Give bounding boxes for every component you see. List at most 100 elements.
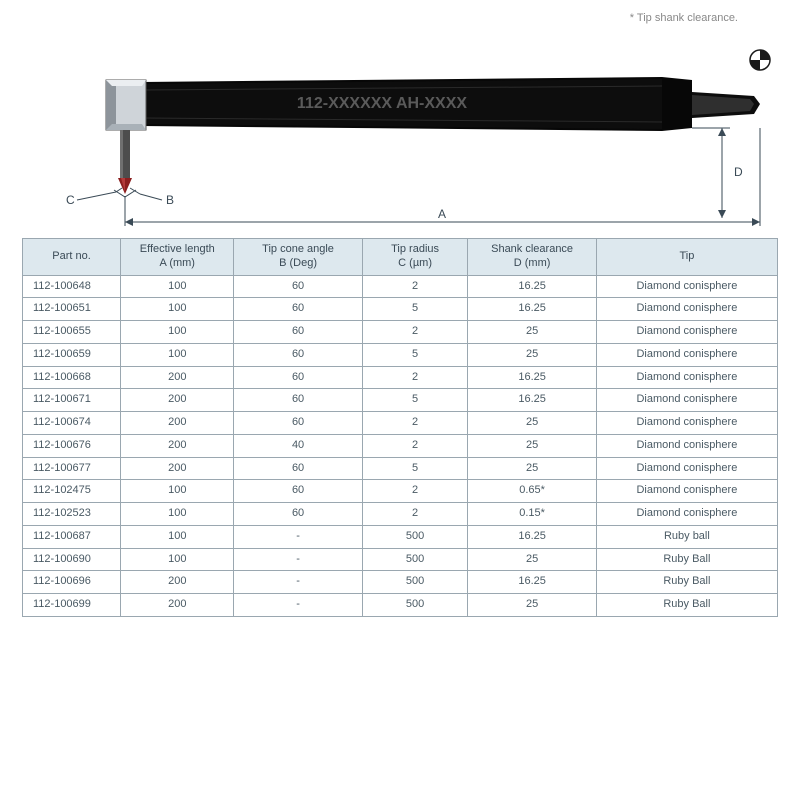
table-cell: 112-100659 xyxy=(23,343,121,366)
part-label-text: 112-XXXXXX AH-XXXX xyxy=(297,95,467,112)
table-cell: Diamond conisphere xyxy=(596,321,777,344)
table-cell: 5 xyxy=(362,343,468,366)
table-cell: 112-102475 xyxy=(23,480,121,503)
table-cell: 16.25 xyxy=(468,275,596,298)
datum-symbol xyxy=(750,50,770,70)
col-header: Effective lengthA (mm) xyxy=(121,239,234,276)
table-cell: 500 xyxy=(362,571,468,594)
tip-shaft xyxy=(118,130,132,194)
table-header-row: Part no.Effective lengthA (mm)Tip cone a… xyxy=(23,239,778,276)
table-cell: 40 xyxy=(234,434,362,457)
table-cell: 2 xyxy=(362,434,468,457)
table-cell: 60 xyxy=(234,480,362,503)
table-row: 112-10065510060225Diamond conisphere xyxy=(23,321,778,344)
col-header: Tip cone angleB (Deg) xyxy=(234,239,362,276)
stylus-diagram: 112-XXXXXX AH-XXXX xyxy=(22,32,778,232)
table-cell: 5 xyxy=(362,457,468,480)
table-cell: 60 xyxy=(234,389,362,412)
table-cell: 100 xyxy=(121,275,234,298)
table-cell: 2 xyxy=(362,275,468,298)
table-cell: 100 xyxy=(121,503,234,526)
table-cell: Diamond conisphere xyxy=(596,480,777,503)
spec-table: Part no.Effective lengthA (mm)Tip cone a… xyxy=(22,238,778,617)
table-cell: 60 xyxy=(234,275,362,298)
table-cell: 60 xyxy=(234,343,362,366)
col-header: Tip radiusC (µm) xyxy=(362,239,468,276)
table-cell: Ruby Ball xyxy=(596,571,777,594)
table-cell: 60 xyxy=(234,366,362,389)
table-cell: Diamond conisphere xyxy=(596,275,777,298)
table-cell: Diamond conisphere xyxy=(596,389,777,412)
dim-A: A xyxy=(125,128,760,226)
table-row: 112-10064810060216.25Diamond conisphere xyxy=(23,275,778,298)
table-row: 112-100696200-50016.25Ruby Ball xyxy=(23,571,778,594)
table-cell: 500 xyxy=(362,548,468,571)
table-cell: 200 xyxy=(121,389,234,412)
diagram-svg: 112-XXXXXX AH-XXXX xyxy=(22,32,778,232)
table-cell: 100 xyxy=(121,480,234,503)
table-cell: 25 xyxy=(468,548,596,571)
table-cell: 0.65* xyxy=(468,480,596,503)
table-row: 112-100690100-50025Ruby Ball xyxy=(23,548,778,571)
table-row: 112-10065910060525Diamond conisphere xyxy=(23,343,778,366)
table-cell: Diamond conisphere xyxy=(596,366,777,389)
table-row: 112-100687100-50016.25Ruby ball xyxy=(23,525,778,548)
table-cell: 2 xyxy=(362,321,468,344)
table-cell: 16.25 xyxy=(468,389,596,412)
table-row: 112-1024751006020.65*Diamond conisphere xyxy=(23,480,778,503)
table-cell: 60 xyxy=(234,321,362,344)
col-header: Shank clearanceD (mm) xyxy=(468,239,596,276)
col-header: Part no. xyxy=(23,239,121,276)
table-cell: 112-100677 xyxy=(23,457,121,480)
table-cell: 5 xyxy=(362,298,468,321)
table-cell: 16.25 xyxy=(468,571,596,594)
table-row: 112-10067420060225Diamond conisphere xyxy=(23,412,778,435)
table-cell: 25 xyxy=(468,594,596,617)
table-cell: Ruby Ball xyxy=(596,594,777,617)
table-cell: 112-100690 xyxy=(23,548,121,571)
table-cell: 200 xyxy=(121,412,234,435)
table-cell: Diamond conisphere xyxy=(596,503,777,526)
table-cell: Ruby ball xyxy=(596,525,777,548)
footnote-text: * Tip shank clearance. xyxy=(22,12,778,24)
table-cell: Ruby Ball xyxy=(596,548,777,571)
table-cell: Diamond conisphere xyxy=(596,343,777,366)
table-cell: 25 xyxy=(468,412,596,435)
dim-B-label: B xyxy=(166,193,174,207)
table-cell: 60 xyxy=(234,412,362,435)
table-row: 112-100699200-50025Ruby Ball xyxy=(23,594,778,617)
table-cell: 60 xyxy=(234,457,362,480)
table-cell: 100 xyxy=(121,298,234,321)
table-cell: 112-100687 xyxy=(23,525,121,548)
table-cell: 500 xyxy=(362,525,468,548)
table-cell: - xyxy=(234,525,362,548)
table-cell: 100 xyxy=(121,548,234,571)
tip-callouts: C B xyxy=(66,188,174,207)
table-cell: Diamond conisphere xyxy=(596,434,777,457)
table-cell: 5 xyxy=(362,389,468,412)
mount-bracket xyxy=(106,80,146,130)
table-cell: - xyxy=(234,548,362,571)
table-row: 112-1025231006020.15*Diamond conisphere xyxy=(23,503,778,526)
dim-D-label: D xyxy=(734,165,743,179)
table-cell: 100 xyxy=(121,525,234,548)
table-cell: 200 xyxy=(121,366,234,389)
table-cell: 112-100655 xyxy=(23,321,121,344)
table-row: 112-10065110060516.25Diamond conisphere xyxy=(23,298,778,321)
table-cell: 60 xyxy=(234,503,362,526)
table-cell: 200 xyxy=(121,571,234,594)
table-cell: 2 xyxy=(362,412,468,435)
table-cell: 112-100648 xyxy=(23,275,121,298)
dim-D: D xyxy=(692,128,743,218)
table-cell: 16.25 xyxy=(468,298,596,321)
table-cell: 200 xyxy=(121,434,234,457)
table-cell: - xyxy=(234,571,362,594)
table-row: 112-10066820060216.25Diamond conisphere xyxy=(23,366,778,389)
table-cell: 112-100676 xyxy=(23,434,121,457)
table-cell: Diamond conisphere xyxy=(596,457,777,480)
table-cell: 0.15* xyxy=(468,503,596,526)
table-row: 112-10067120060516.25Diamond conisphere xyxy=(23,389,778,412)
table-cell: 2 xyxy=(362,480,468,503)
table-cell: 112-102523 xyxy=(23,503,121,526)
stylus-body: 112-XXXXXX AH-XXXX xyxy=(142,77,760,131)
